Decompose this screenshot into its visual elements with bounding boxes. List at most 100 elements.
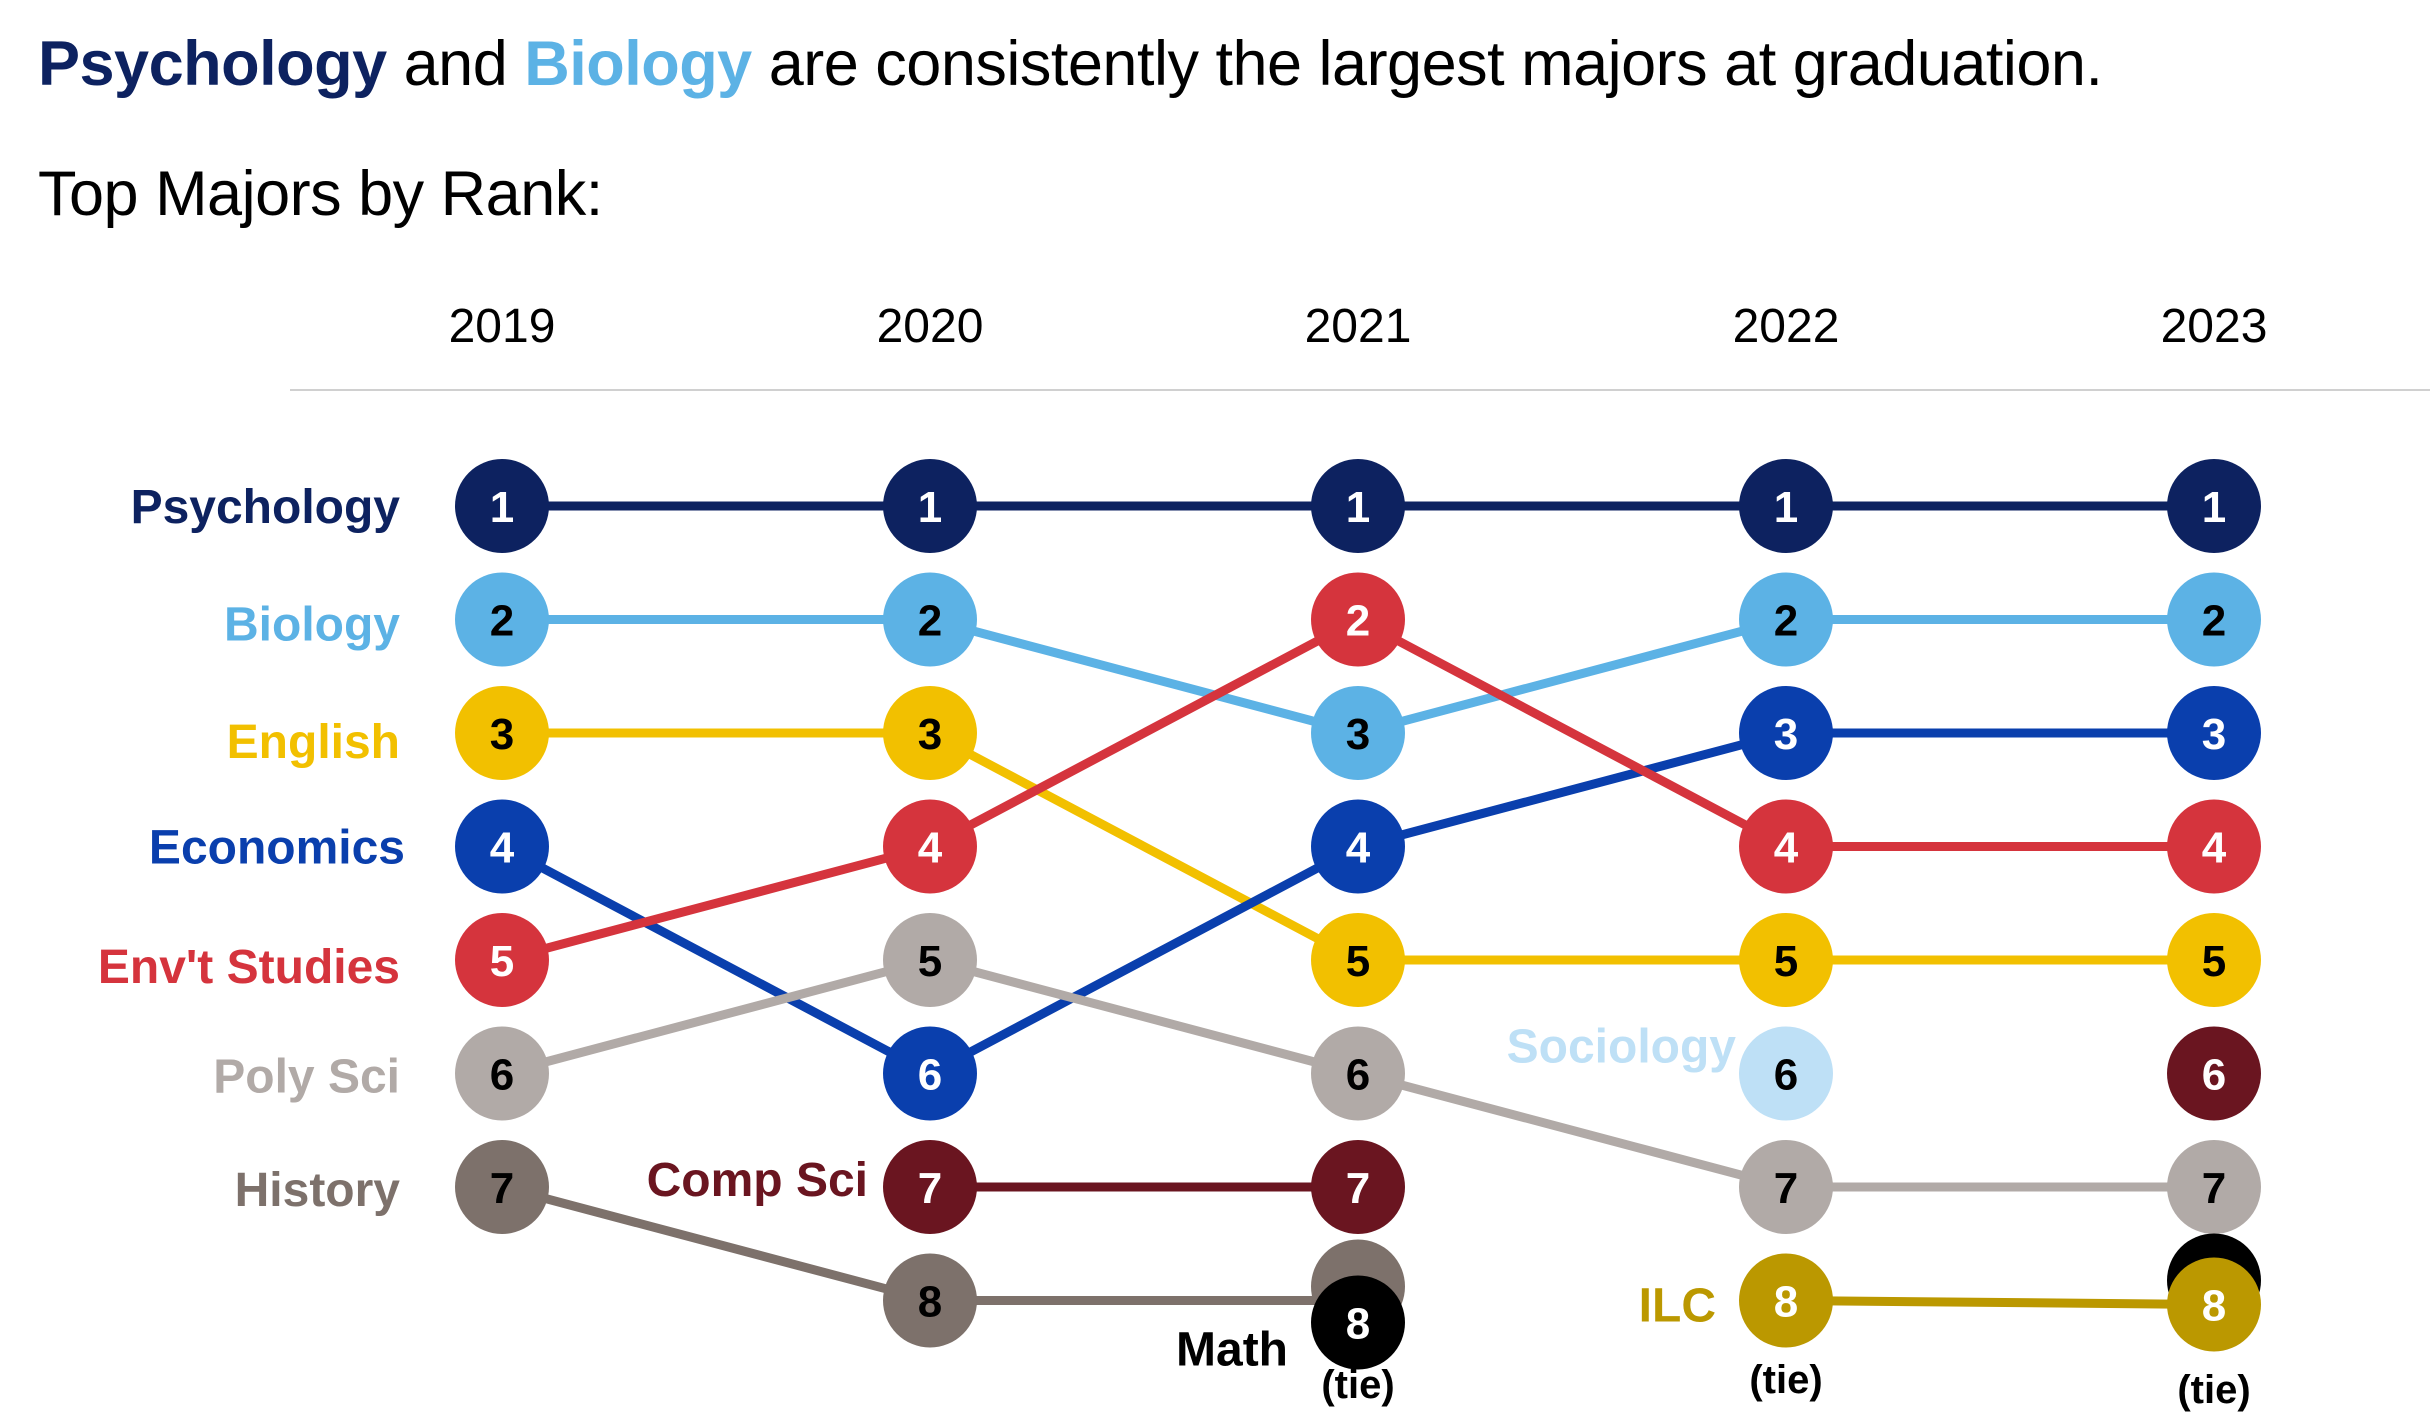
rank-label-economics-2021: 4	[1346, 824, 1371, 873]
marker-circle-poly-sci-2022	[1739, 1140, 1833, 1234]
marker-circle-psychology-2021	[1311, 459, 1405, 553]
rank-label-ilc-2023: 8	[2202, 1282, 2226, 1331]
marker-circle-english-2020	[883, 686, 977, 780]
marker-env-t-studies-2021: 2	[1311, 572, 1405, 667]
marker-circle-comp-sci-2020	[883, 1140, 977, 1234]
marker-comp-sci-2023: 6	[2167, 1026, 2261, 1121]
marker-economics-2020: 6	[883, 1026, 977, 1121]
marker-history-2020: 8	[883, 1253, 977, 1348]
marker-biology-2020: 2	[883, 572, 977, 667]
rank-label-history-2019: 7	[490, 1164, 514, 1213]
marker-circle-biology-2020	[883, 572, 977, 667]
rank-label-env-t-studies-2019: 5	[490, 937, 514, 986]
rank-label-biology-2021: 3	[1346, 710, 1370, 759]
series-label-sociology: Sociology	[1507, 1021, 1737, 1074]
marker-circle-english-2019	[455, 686, 549, 780]
line-biology-2021-2022	[1353, 615, 1791, 738]
rank-label-economics-2023: 3	[2202, 710, 2226, 759]
marker-env-t-studies-2019: 5	[455, 913, 549, 1007]
rank-label-psychology-2023: 1	[2202, 483, 2226, 532]
marker-english-2020: 3	[883, 686, 977, 780]
marker-psychology-2022: 1	[1739, 459, 1833, 553]
marker-english-2022: 5	[1739, 913, 1833, 1007]
rank-label-env-t-studies-2020: 4	[918, 824, 943, 873]
marker-circle-biology-2023	[2167, 572, 2261, 667]
marker-economics-2021: 4	[1311, 799, 1405, 894]
rank-label-poly-sci-2021: 6	[1346, 1051, 1370, 1100]
rank-label-comp-sci-2020: 7	[918, 1164, 942, 1213]
rank-label-english-2023: 5	[2202, 937, 2226, 986]
marker-ilc-2022: 8	[1739, 1253, 1833, 1348]
rank-label-history-2020: 8	[918, 1278, 942, 1327]
tie-annotation-2023: (tie)	[2177, 1368, 2250, 1412]
marker-env-t-studies-2020: 4	[883, 799, 977, 894]
marker-poly-sci-2021: 6	[1311, 1026, 1405, 1121]
marker-english-2019: 3	[455, 686, 549, 780]
marker-circle-env-t-studies-2021	[1311, 572, 1405, 667]
line-poly-sci-2020-2021	[925, 955, 1363, 1078]
series-label-ilc: ILC	[1639, 1280, 1716, 1333]
marker-poly-sci-2022: 7	[1739, 1140, 1833, 1234]
line-history-2019-2020	[497, 1182, 935, 1305]
marker-circle-english-2023	[2167, 913, 2261, 1007]
chart-headline: Psychology and Biology are consistently …	[38, 28, 2103, 100]
marker-circle-history-2020	[883, 1253, 977, 1348]
series-label-math: Math	[1176, 1324, 1288, 1377]
rank-label-english-2021: 5	[1346, 937, 1370, 986]
rank-label-comp-sci-2021: 7	[1346, 1164, 1370, 1213]
series-label-psychology: Psychology	[131, 481, 401, 534]
marker-economics-2022: 3	[1739, 686, 1833, 780]
tie-annotation-2022: (tie)	[1749, 1358, 1822, 1402]
marker-circle-psychology-2023	[2167, 459, 2261, 553]
series-label-economics: Economics	[149, 822, 405, 875]
series-label-poly-sci: Poly Sci	[213, 1051, 400, 1104]
rank-label-env-t-studies-2022: 4	[1774, 824, 1799, 873]
marker-circle-comp-sci-2023	[2167, 1026, 2261, 1121]
marker-biology-2022: 2	[1739, 572, 1833, 667]
rank-label-env-t-studies-2021: 2	[1346, 597, 1370, 646]
marker-psychology-2023: 1	[2167, 459, 2261, 553]
marker-comp-sci-2021: 7	[1311, 1140, 1405, 1234]
headline-conjunction: and	[386, 29, 525, 99]
marker-biology-2021: 3	[1311, 686, 1405, 780]
marker-ilc-2023: 8	[2167, 1257, 2261, 1352]
marker-circle-economics-2020	[883, 1026, 977, 1121]
rank-label-psychology-2019: 1	[490, 483, 514, 532]
line-economics-2020-2021	[925, 842, 1363, 1078]
line-economics-2021-2022	[1353, 728, 1791, 851]
marker-psychology-2021: 1	[1311, 459, 1405, 553]
headline-major-psychology: Psychology	[38, 29, 387, 99]
marker-circle-economics-2022	[1739, 686, 1833, 780]
year-label-2023: 2023	[2161, 300, 2268, 353]
line-economics-2019-2020	[497, 842, 935, 1078]
rank-label-math-2021: 8	[1346, 1300, 1370, 1349]
rank-label-english-2020: 3	[918, 710, 942, 759]
rank-label-poly-sci-2023: 7	[2202, 1164, 2226, 1213]
year-label-2019: 2019	[449, 300, 556, 353]
marker-poly-sci-2023: 7	[2167, 1140, 2261, 1234]
marker-circle-psychology-2020	[883, 459, 977, 553]
marker-psychology-2020: 1	[883, 459, 977, 553]
marker-poly-sci-2020: 5	[883, 913, 977, 1007]
rank-label-poly-sci-2019: 6	[490, 1051, 514, 1100]
marker-circle-env-t-studies-2022	[1739, 799, 1833, 894]
marker-circle-economics-2023	[2167, 686, 2261, 780]
headline-major-biology: Biology	[524, 29, 752, 99]
rank-label-ilc-2022: 8	[1774, 1278, 1798, 1327]
marker-circle-poly-sci-2021	[1311, 1026, 1405, 1121]
marker-circle-economics-2019	[455, 799, 549, 894]
marker-sociology-2022: 6	[1739, 1026, 1833, 1121]
marker-circle-poly-sci-2020	[883, 913, 977, 1007]
headline-rest: are consistently the largest majors at g…	[751, 29, 2103, 99]
marker-circle-psychology-2019	[455, 459, 549, 553]
series-lines	[497, 501, 2219, 1309]
rank-label-economics-2020: 6	[918, 1051, 942, 1100]
marker-economics-2019: 4	[455, 799, 549, 894]
series-label-english: English	[227, 716, 400, 769]
marker-comp-sci-2020: 7	[883, 1140, 977, 1234]
marker-history-2019: 7	[455, 1140, 549, 1234]
marker-circle-env-t-studies-2023	[2167, 799, 2261, 894]
line-biology-2020-2021	[925, 615, 1363, 738]
marker-circle-economics-2021	[1311, 799, 1405, 894]
